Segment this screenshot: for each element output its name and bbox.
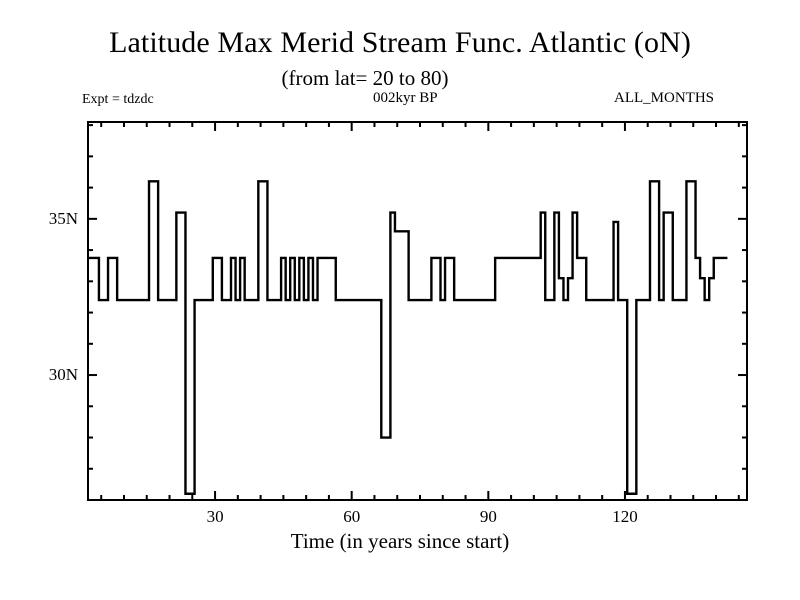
y-tick-label: 30N bbox=[48, 365, 78, 385]
y-axis-ticks bbox=[88, 124, 747, 501]
x-tick-label: 90 bbox=[479, 507, 497, 526]
data-series-line bbox=[88, 180, 728, 495]
axis-frame bbox=[87, 121, 748, 501]
experiment-label: Expt = tdzdc bbox=[82, 92, 154, 107]
y-tick-label: 35N bbox=[48, 208, 78, 228]
months-label: ALL_MONTHS bbox=[614, 90, 714, 106]
period-label: 002kyr BP bbox=[373, 90, 438, 106]
x-axis-ticks bbox=[100, 122, 740, 500]
series-path bbox=[88, 180, 728, 495]
chart-title: Latitude Max Merid Stream Func. Atlantic… bbox=[109, 26, 691, 59]
x-axis-title: Time (in years since start) bbox=[290, 529, 510, 553]
x-tick-label: 120 bbox=[612, 507, 638, 526]
x-tick-label: 60 bbox=[343, 507, 361, 526]
x-tick-label: 30 bbox=[206, 507, 224, 526]
chart-subtitle: (from lat= 20 to 80) bbox=[281, 66, 449, 90]
